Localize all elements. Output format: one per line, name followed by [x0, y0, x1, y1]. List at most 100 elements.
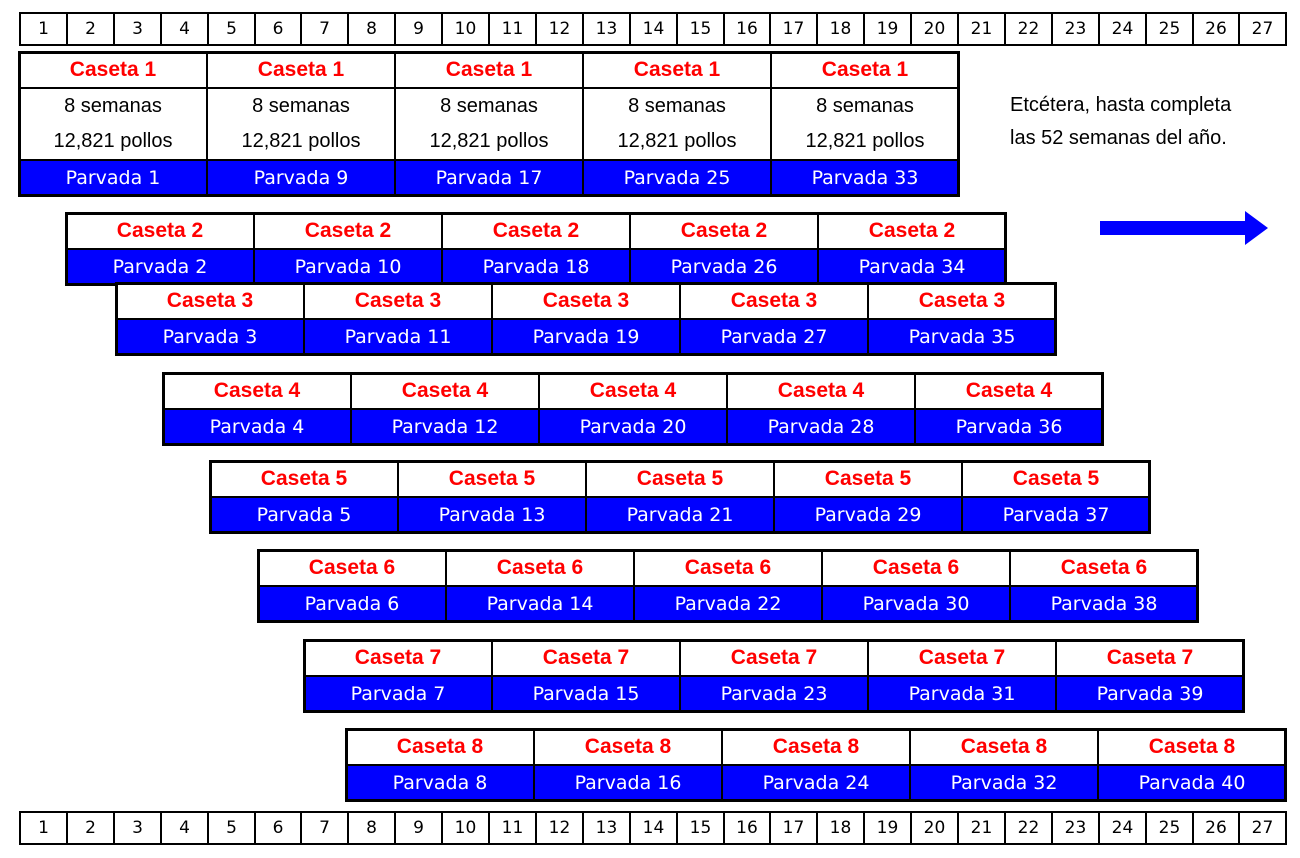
week-cell: 6 [254, 811, 302, 845]
flock-label: Parvada 40 [1098, 765, 1286, 801]
week-cell: 15 [676, 12, 725, 46]
cycle-duration: 8 semanas [252, 95, 350, 117]
flock-label: Parvada 33 [771, 160, 959, 196]
caseta-label: Caseta 5 [586, 461, 774, 497]
flock-label: Parvada 24 [722, 765, 910, 801]
caseta-label: Caseta 7 [1056, 640, 1244, 676]
week-cell: 11 [488, 811, 537, 845]
cycle-chickens: 12,821 pollos [429, 130, 549, 152]
flock-label: Parvada 8 [346, 765, 534, 801]
week-cell: 23 [1051, 811, 1100, 845]
week-cell: 18 [816, 811, 865, 845]
note-line-2: las 52 semanas del año. [1010, 127, 1227, 149]
week-cell: 17 [769, 12, 818, 46]
week-cell: 5 [207, 12, 256, 46]
week-cell: 22 [1004, 811, 1053, 845]
caseta-label: Caseta 6 [446, 550, 634, 586]
caseta-label: Caseta 1 [583, 52, 771, 88]
week-cell: 11 [488, 12, 537, 46]
caseta-label: Caseta 3 [116, 283, 304, 319]
flock-label: Parvada 21 [586, 497, 774, 533]
week-cell: 8 [347, 12, 396, 46]
caseta-label: Caseta 5 [210, 461, 398, 497]
flock-label: Parvada 20 [539, 409, 727, 445]
week-cell: 10 [441, 12, 490, 46]
flock-label: Parvada 35 [868, 319, 1056, 355]
caseta-label: Caseta 4 [915, 373, 1103, 409]
week-cell: 4 [160, 12, 209, 46]
caseta-label: Caseta 3 [868, 283, 1056, 319]
flock-label: Parvada 26 [630, 249, 818, 285]
flock-label: Parvada 1 [19, 160, 207, 196]
week-cell: 27 [1238, 12, 1287, 46]
cycle-duration: 8 semanas [816, 95, 914, 117]
flock-label: Parvada 28 [727, 409, 915, 445]
continuation-note: Etcétera, hasta completa las 52 semanas … [1010, 89, 1295, 155]
week-cell: 17 [769, 811, 818, 845]
flock-label: Parvada 36 [915, 409, 1103, 445]
cycle-chickens: 12,821 pollos [805, 130, 925, 152]
note-line-1: Etcétera, hasta completa [1010, 94, 1232, 116]
week-cell: 16 [723, 12, 771, 46]
flock-label: Parvada 9 [207, 160, 395, 196]
flock-label: Parvada 22 [634, 586, 822, 622]
flock-label: Parvada 34 [818, 249, 1006, 285]
flock-label: Parvada 30 [822, 586, 1010, 622]
caseta-label: Caseta 2 [818, 213, 1006, 249]
week-cell: 3 [113, 811, 162, 845]
week-cell: 27 [1238, 811, 1287, 845]
caseta-label: Caseta 5 [398, 461, 586, 497]
caseta-label: Caseta 2 [630, 213, 818, 249]
week-cell: 1 [19, 811, 68, 845]
caseta-label: Caseta 7 [680, 640, 868, 676]
caseta-label: Caseta 8 [1098, 729, 1286, 765]
flock-label: Parvada 14 [446, 586, 634, 622]
week-cell: 24 [1098, 811, 1147, 845]
cycle-chickens: 12,821 pollos [53, 130, 173, 152]
flock-label: Parvada 18 [442, 249, 630, 285]
week-cell: 23 [1051, 12, 1100, 46]
caseta-label: Caseta 6 [1010, 550, 1198, 586]
flock-label: Parvada 4 [163, 409, 351, 445]
flock-label: Parvada 2 [66, 249, 254, 285]
right-arrow-icon [1100, 211, 1268, 245]
caseta-label: Caseta 3 [304, 283, 492, 319]
flock-label: Parvada 23 [680, 676, 868, 712]
caseta-label: Caseta 2 [442, 213, 630, 249]
flock-label: Parvada 29 [774, 497, 962, 533]
flock-label: Parvada 27 [680, 319, 868, 355]
cycle-chickens: 12,821 pollos [241, 130, 361, 152]
caseta-label: Caseta 1 [395, 52, 583, 88]
flock-label: Parvada 15 [492, 676, 680, 712]
flock-label: Parvada 25 [583, 160, 771, 196]
week-cell: 2 [66, 811, 115, 845]
caseta-label: Caseta 2 [254, 213, 442, 249]
week-cell: 10 [441, 811, 490, 845]
flock-label: Parvada 6 [258, 586, 446, 622]
week-cell: 15 [676, 811, 725, 845]
week-cell: 5 [207, 811, 256, 845]
week-cell: 21 [957, 12, 1006, 46]
week-cell: 13 [582, 811, 631, 845]
flock-label: Parvada 12 [351, 409, 539, 445]
week-cell: 19 [863, 811, 912, 845]
week-cell: 18 [816, 12, 865, 46]
week-cell: 12 [535, 12, 584, 46]
flock-label: Parvada 37 [962, 497, 1150, 533]
caseta-label: Caseta 6 [822, 550, 1010, 586]
week-cell: 1 [19, 12, 68, 46]
week-cell: 2 [66, 12, 115, 46]
week-cell: 14 [629, 12, 678, 46]
caseta-label: Caseta 7 [492, 640, 680, 676]
week-cell: 25 [1145, 12, 1194, 46]
week-cell: 24 [1098, 12, 1147, 46]
week-cell: 20 [910, 811, 959, 845]
week-cell: 8 [347, 811, 396, 845]
cycle-info: 8 semanas 12,821 pollos [207, 88, 395, 160]
flock-label: Parvada 11 [304, 319, 492, 355]
flock-label: Parvada 3 [116, 319, 304, 355]
week-cell: 7 [300, 12, 349, 46]
week-cell: 22 [1004, 12, 1053, 46]
week-cell: 19 [863, 12, 912, 46]
flock-label: Parvada 31 [868, 676, 1056, 712]
